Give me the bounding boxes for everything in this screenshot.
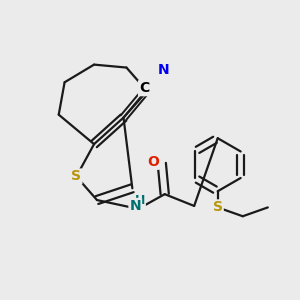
Text: H: H <box>134 194 145 207</box>
Text: C: C <box>139 81 149 95</box>
Text: S: S <box>213 200 223 214</box>
Text: N: N <box>130 199 141 213</box>
Text: O: O <box>147 155 159 169</box>
Text: S: S <box>71 169 81 184</box>
Text: N: N <box>158 63 169 76</box>
